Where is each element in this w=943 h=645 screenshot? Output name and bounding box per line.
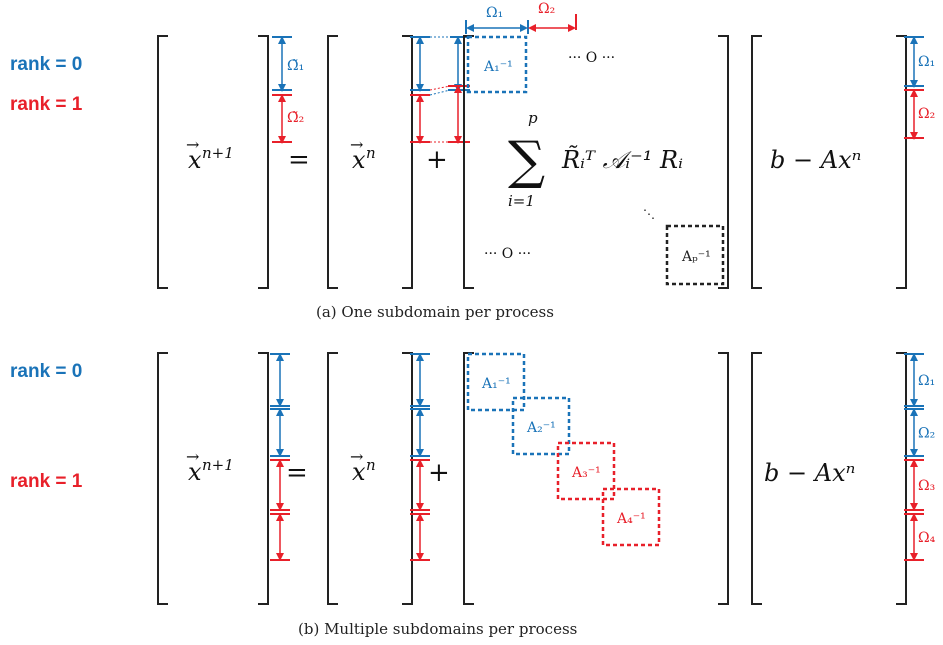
block-a1-box [466, 35, 528, 94]
block-ap-box [665, 224, 725, 286]
svg-text:i=1: i=1 [508, 192, 535, 210]
svg-text:→: → [186, 447, 199, 466]
lhs-vector-bracket [157, 35, 269, 289]
block-a1-box [466, 352, 526, 412]
block-a3-label: A₃⁻¹ [571, 465, 601, 481]
block-a3-box [556, 441, 616, 501]
plus-sign-b: + [428, 458, 450, 488]
omega-2-top: Ω₂ [538, 1, 555, 17]
equals-sign-b: = [286, 458, 308, 488]
xn-vector-b: x → n [350, 447, 376, 486]
rhs-omega-2: Ω₂ [918, 106, 935, 122]
diagonal-dots: ⋱ [643, 207, 655, 221]
rank-1-label-b: rank = 1 [10, 471, 83, 492]
top-dots: ··· O ··· [568, 50, 615, 66]
panel-b: rank = 0 rank = 1 x → n+1 = x → n + A₁ [10, 352, 936, 638]
rank-0-label-b: rank = 0 [10, 361, 82, 382]
diagonal-blocks-b: A₁⁻¹ A₂⁻¹ A₃⁻¹ A₄⁻¹ [466, 352, 661, 547]
svg-text:x: x [188, 146, 202, 174]
lhs-vector-b: x → n+1 [186, 447, 234, 486]
svg-text:n: n [366, 144, 376, 162]
bottom-dots: ··· O ··· [484, 246, 531, 262]
rhs-expression: b − Axⁿ [770, 146, 861, 174]
rhs-omega-4-b: Ω₄ [918, 530, 936, 546]
omega-tilde-arrows: Ω̃₁ Ω̃₂ [272, 36, 304, 144]
block-a4-box [601, 487, 661, 547]
svg-text:x: x [352, 458, 366, 486]
omega-tilde-2: Ω̃₂ [287, 110, 304, 126]
rhs-vector-bracket [751, 35, 907, 289]
svg-text:n+1: n+1 [202, 144, 234, 162]
vector-arrow-icon: → [186, 135, 199, 154]
xn-arrows [410, 36, 470, 144]
svg-text:R̃ᵢᵀ 𝒜ᵢ⁻¹ Rᵢ: R̃ᵢᵀ 𝒜ᵢ⁻¹ Rᵢ [561, 146, 683, 174]
block-a2-box [511, 396, 571, 456]
svg-text:x: x [352, 146, 366, 174]
xn-vector-bracket [327, 35, 413, 289]
block-a4-label: A₄⁻¹ [616, 511, 646, 527]
lhs-segment-arrows-b [270, 353, 290, 561]
svg-text:n: n [366, 456, 376, 474]
rhs-expression-b: b − Axⁿ [764, 459, 855, 487]
xn-vector: x → n [350, 135, 376, 174]
rhs-omega-arrows: Ω₁ Ω₂ [904, 36, 935, 140]
plus-sign: + [426, 145, 448, 175]
svg-text:p: p [528, 109, 538, 127]
rhs-omega-1-b: Ω₁ [918, 373, 935, 389]
omega-tilde-1: Ω̃₁ [287, 58, 304, 74]
svg-text:n+1: n+1 [202, 456, 234, 474]
summation-expression: p ∑ i=1 R̃ᵢᵀ 𝒜ᵢ⁻¹ Rᵢ [508, 109, 683, 210]
omega-1-top: Ω₁ [486, 5, 503, 21]
xn-segment-arrows-b [410, 353, 430, 561]
block-a1-label: A₁⁻¹ [483, 59, 513, 75]
block-ap-label: Aₚ⁻¹ [681, 249, 711, 265]
rhs-segment-arrows-b: Ω₁ Ω₂ Ω₃ Ω₄ [904, 353, 936, 561]
block-a2-label: A₂⁻¹ [526, 420, 556, 436]
caption-a: (a) One subdomain per process [316, 303, 554, 321]
equals-sign: = [288, 145, 310, 175]
rank-0-label: rank = 0 [10, 54, 82, 75]
panel-a: rank = 0 rank = 1 x → n+1 Ω̃₁ Ω̃₂ = [10, 1, 935, 321]
xn-vector-bracket-b [327, 352, 413, 605]
sum-sign: ∑ [508, 131, 545, 191]
caption-b: (b) Multiple subdomains per process [298, 620, 577, 638]
svg-text:→: → [350, 447, 363, 466]
block-a1-label: A₁⁻¹ [481, 376, 511, 392]
lhs-vector: x → n+1 [186, 135, 234, 174]
rhs-omega-3-b: Ω₃ [918, 478, 935, 494]
rhs-omega-1: Ω₁ [918, 54, 935, 70]
rhs-omega-2-b: Ω₂ [918, 426, 935, 442]
top-omega-arrows: Ω₁ Ω₂ [465, 1, 577, 34]
rhs-vector-bracket-b [751, 352, 907, 605]
rank-1-label: rank = 1 [10, 94, 83, 115]
lhs-vector-bracket-b [157, 352, 269, 605]
svg-text:→: → [350, 135, 363, 154]
svg-text:x: x [188, 458, 202, 486]
